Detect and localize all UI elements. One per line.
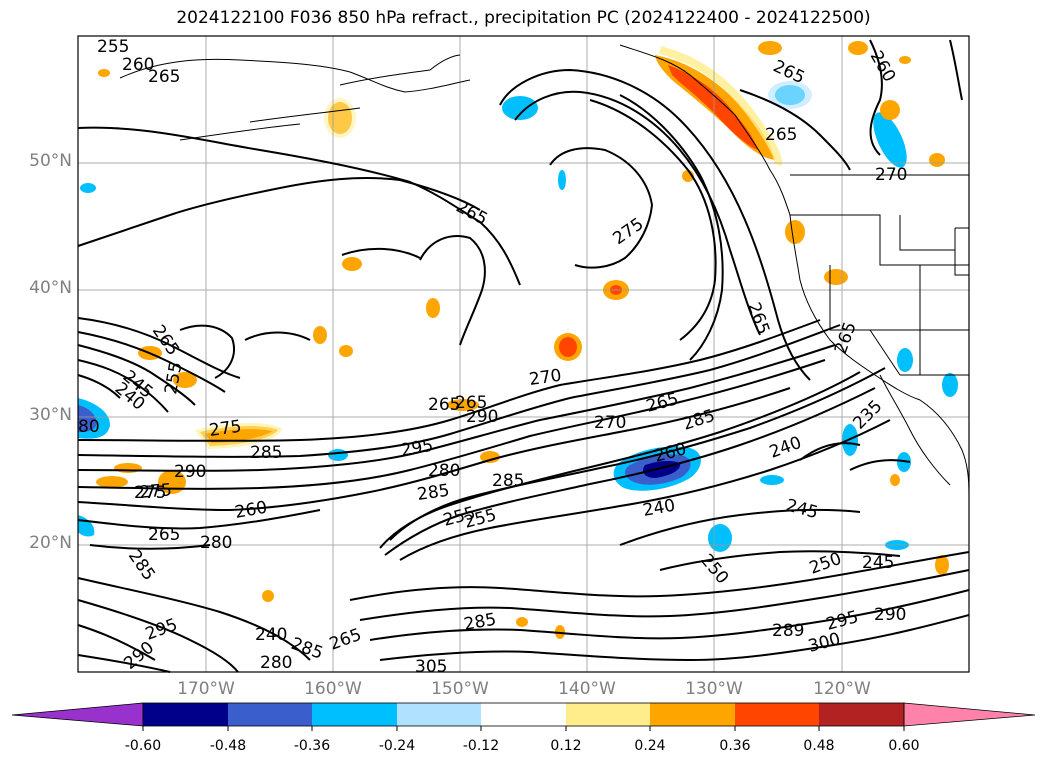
map-title: 2024122100 F036 850 hPa refract., precip… [176,8,871,28]
contour-label: 275 [208,417,243,441]
contour-label: 265 [455,393,487,413]
contour-label: 285 [492,471,524,491]
colorbar [11,702,1036,731]
colorbar-segment [143,703,228,726]
colorbar-tick-label: 0.12 [550,738,582,754]
contour-label: 290 [874,605,906,625]
contour-label: 289 [772,621,804,641]
colorbar-segment [11,702,144,727]
colorbar-tick-label: 0.48 [803,738,835,754]
contour-label: 80 [78,417,100,437]
contour-label: 265 [148,67,180,87]
longitude-label: 160°W [304,679,362,699]
colorbar-segment [481,703,566,726]
contour-label: 275 [139,480,173,503]
colorbar-segment [228,703,312,726]
contour-label: 280 [260,653,292,673]
refractivity-contours [77,39,970,673]
contour-label: 260 [122,55,154,75]
latitude-label: 20°N [29,533,72,553]
longitude-label: 120°W [813,679,871,699]
contour-label: 265 [148,525,180,545]
colorbar-tick-label: 0.36 [719,738,751,754]
contour-label: 240 [255,625,287,645]
colorbar-tick-label: -0.36 [293,738,331,754]
longitude-label: 130°W [685,679,743,699]
colorbar-tick-label: 0.24 [634,738,666,754]
longitude-label: 150°W [431,679,489,699]
colorbar-segment [735,703,819,726]
colorbar-segment [397,703,481,726]
contour-label: 280 [428,461,460,481]
contour-label: 275 [134,483,166,503]
contour-label: 245 [862,553,894,573]
colorbar-segment [819,703,904,726]
colorbar-segment [903,702,1036,727]
contour-label: 270 [528,366,563,390]
contour-label: 280 [200,533,232,553]
latitude-label: 30°N [29,405,72,425]
colorbar-tick-label: 0.60 [888,738,920,754]
contour-label: 285 [250,443,282,463]
plot-area: 255 260 265 265 265 275 265 260 265 270 … [77,35,970,677]
contour-label: 270 [875,165,907,185]
longitude-label: 170°W [177,679,235,699]
colorbar-segment [650,703,735,726]
colorbar-tick-label: -0.24 [378,738,416,754]
map-frame [77,35,970,673]
latitude-label: 50°N [29,151,72,171]
contour-label: 255 [97,37,129,57]
latitude-label: 40°N [29,278,72,298]
graticule [78,36,969,672]
colorbar-tick-label: -0.48 [209,738,247,754]
colorbar-segment [312,703,397,726]
longitude-label: 140°W [558,679,616,699]
contour-label: 285 [416,481,451,505]
contour-label: 290 [174,462,206,482]
contour-label: 265 [428,395,460,415]
colorbar-tick-label: -0.60 [124,738,162,754]
contour-label: 290 [466,407,498,427]
colorbar-segment [566,703,650,726]
contour-label: 305 [415,657,447,677]
colorbar-tick-label: -0.12 [462,738,500,754]
contour-label: 265 [765,125,797,145]
contour-label: 270 [594,413,626,433]
